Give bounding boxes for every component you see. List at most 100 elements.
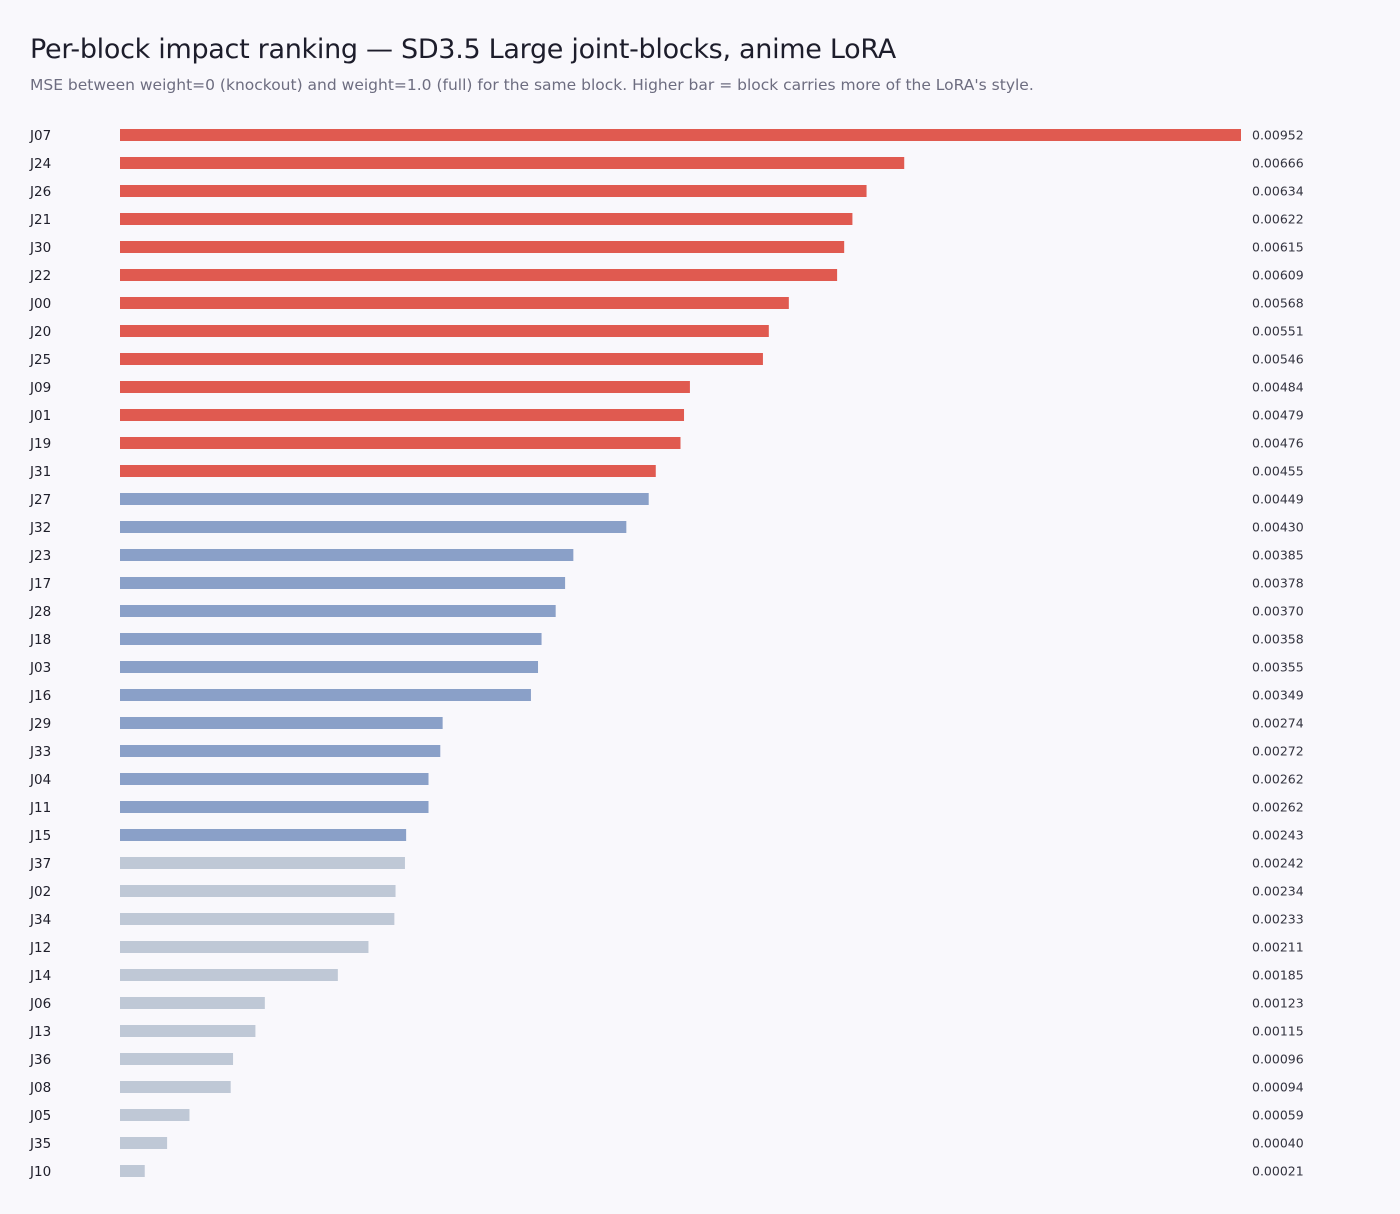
row-label-j04: J04 bbox=[29, 772, 51, 788]
bar-j32 bbox=[120, 521, 627, 533]
row-label-j03: J03 bbox=[29, 660, 51, 676]
row-label-j14: J14 bbox=[29, 968, 51, 984]
value-label-j06: 0.00123 bbox=[1252, 996, 1304, 1011]
bar-j16 bbox=[120, 689, 531, 701]
row-label-j18: J18 bbox=[29, 632, 51, 648]
bar-j02 bbox=[120, 885, 396, 897]
value-label-j17: 0.00378 bbox=[1252, 576, 1304, 591]
value-label-j19: 0.00476 bbox=[1252, 436, 1304, 451]
bar-j36 bbox=[120, 1053, 234, 1065]
value-label-j32: 0.00430 bbox=[1252, 520, 1304, 535]
value-label-j10: 0.00021 bbox=[1252, 1164, 1304, 1179]
bar-j31 bbox=[120, 465, 656, 477]
value-label-j27: 0.00449 bbox=[1252, 492, 1304, 507]
chart-subtitle: MSE between weight=0 (knockout) and weig… bbox=[30, 76, 1034, 94]
row-label-j01: J01 bbox=[29, 408, 51, 424]
row-label-j32: J32 bbox=[29, 520, 51, 536]
value-label-j08: 0.00094 bbox=[1252, 1080, 1304, 1095]
bar-j26 bbox=[120, 185, 867, 197]
row-label-j02: J02 bbox=[29, 884, 51, 900]
row-label-j24: J24 bbox=[29, 156, 51, 172]
row-label-j20: J20 bbox=[29, 324, 51, 340]
value-label-j12: 0.00211 bbox=[1252, 940, 1304, 955]
value-label-j24: 0.00666 bbox=[1252, 156, 1304, 171]
row-label-j15: J15 bbox=[29, 828, 51, 844]
value-label-j13: 0.00115 bbox=[1252, 1024, 1304, 1039]
bar-j28 bbox=[120, 605, 556, 617]
value-label-j18: 0.00358 bbox=[1252, 632, 1304, 647]
row-label-j06: J06 bbox=[29, 996, 51, 1012]
bar-j15 bbox=[120, 829, 407, 841]
row-label-j22: J22 bbox=[29, 268, 51, 284]
value-label-j04: 0.00262 bbox=[1252, 772, 1304, 787]
value-label-j31: 0.00455 bbox=[1252, 464, 1304, 479]
bar-j13 bbox=[120, 1025, 256, 1037]
bar-j08 bbox=[120, 1081, 231, 1093]
row-label-j30: J30 bbox=[29, 240, 51, 256]
bar-j37 bbox=[120, 857, 405, 869]
row-label-j34: J34 bbox=[29, 912, 51, 928]
bar-j03 bbox=[120, 661, 539, 673]
value-label-j33: 0.00272 bbox=[1252, 744, 1304, 759]
row-label-j08: J08 bbox=[29, 1080, 51, 1096]
row-label-j05: J05 bbox=[29, 1108, 51, 1124]
bar-j00 bbox=[120, 297, 789, 309]
bar-j25 bbox=[120, 353, 763, 365]
value-label-j25: 0.00546 bbox=[1252, 352, 1304, 367]
value-label-j29: 0.00274 bbox=[1252, 716, 1304, 731]
bar-j06 bbox=[120, 997, 265, 1009]
value-label-j14: 0.00185 bbox=[1252, 968, 1304, 983]
bar-j19 bbox=[120, 437, 681, 449]
value-label-j23: 0.00385 bbox=[1252, 548, 1304, 563]
value-label-j07: 0.00952 bbox=[1252, 128, 1304, 143]
row-label-j10: J10 bbox=[29, 1164, 51, 1180]
value-label-j05: 0.00059 bbox=[1252, 1108, 1304, 1123]
value-label-j22: 0.00609 bbox=[1252, 268, 1304, 283]
row-label-j19: J19 bbox=[29, 436, 51, 452]
row-label-j11: J11 bbox=[29, 800, 51, 816]
row-label-j13: J13 bbox=[29, 1024, 51, 1040]
bar-j17 bbox=[120, 577, 566, 589]
bar-j10 bbox=[120, 1165, 145, 1177]
row-label-j36: J36 bbox=[29, 1052, 51, 1068]
row-label-j33: J33 bbox=[29, 744, 51, 760]
bar-j23 bbox=[120, 549, 574, 561]
value-label-j16: 0.00349 bbox=[1252, 688, 1304, 703]
value-label-j28: 0.00370 bbox=[1252, 604, 1304, 619]
bar-j34 bbox=[120, 913, 395, 925]
chart-title: Per-block impact ranking — SD3.5 Large j… bbox=[30, 34, 896, 65]
value-label-j30: 0.00615 bbox=[1252, 240, 1304, 255]
value-label-j03: 0.00355 bbox=[1252, 660, 1304, 675]
row-label-j21: J21 bbox=[29, 212, 51, 228]
row-label-j37: J37 bbox=[29, 856, 51, 872]
bar-j35 bbox=[120, 1137, 168, 1149]
row-label-j09: J09 bbox=[29, 380, 51, 396]
value-label-j15: 0.00243 bbox=[1252, 828, 1304, 843]
bar-j20 bbox=[120, 325, 769, 337]
bar-j21 bbox=[120, 213, 853, 225]
value-label-j11: 0.00262 bbox=[1252, 800, 1304, 815]
bar-j11 bbox=[120, 801, 429, 813]
bar-j09 bbox=[120, 381, 690, 393]
row-label-j31: J31 bbox=[29, 464, 51, 480]
bar-j05 bbox=[120, 1109, 190, 1121]
bar-j29 bbox=[120, 717, 443, 729]
row-label-j17: J17 bbox=[29, 576, 51, 592]
value-label-j20: 0.00551 bbox=[1252, 324, 1304, 339]
bar-j12 bbox=[120, 941, 369, 953]
row-label-j16: J16 bbox=[29, 688, 51, 704]
bar-j24 bbox=[120, 157, 905, 169]
row-label-j23: J23 bbox=[29, 548, 51, 564]
row-label-j25: J25 bbox=[29, 352, 51, 368]
row-label-j26: J26 bbox=[29, 184, 51, 200]
bar-j04 bbox=[120, 773, 429, 785]
bar-j22 bbox=[120, 269, 838, 281]
row-label-j29: J29 bbox=[29, 716, 51, 732]
row-label-j35: J35 bbox=[29, 1136, 51, 1152]
value-label-j00: 0.00568 bbox=[1252, 296, 1304, 311]
row-label-j07: J07 bbox=[29, 128, 51, 144]
bars-layer: J07 0.00952 J24 0.00666 J26 0.00634 J21 0.00622… bbox=[29, 128, 1304, 1181]
row-label-j27: J27 bbox=[29, 492, 51, 508]
value-label-j09: 0.00484 bbox=[1252, 380, 1304, 395]
